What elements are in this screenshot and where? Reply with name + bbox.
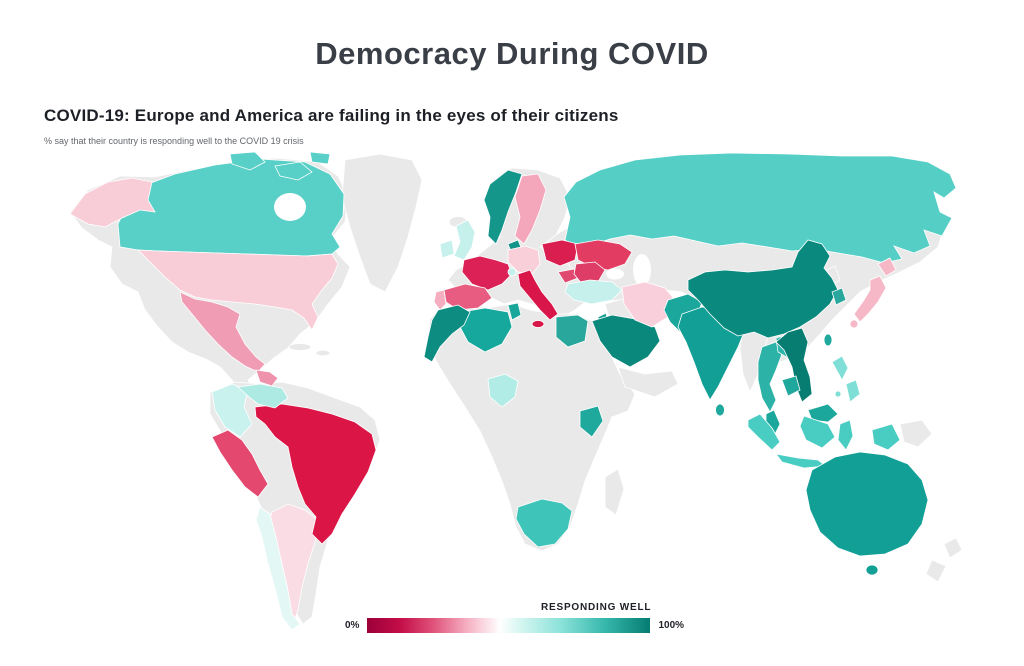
country-philippines-island[interactable] [834,390,842,398]
country-brazil[interactable] [254,403,377,545]
country-tunisia[interactable] [507,302,522,321]
country-ireland[interactable] [439,239,455,259]
world-choropleth-map [60,152,1020,652]
country-poland[interactable] [541,239,579,267]
country-egypt[interactable] [555,314,589,348]
country-peru[interactable] [211,429,269,498]
country-saudi-arabia[interactable] [591,314,661,368]
country-vietnam[interactable] [775,327,813,403]
country-australia[interactable] [805,451,929,557]
legend-max-label: 100% [658,620,685,631]
legend-title: RESPONDING WELL [541,602,652,613]
country-nigeria[interactable] [487,373,519,408]
country-taiwan[interactable] [823,333,833,347]
cuba-nodata [288,343,312,351]
greenland-nodata [341,153,423,293]
country-indonesia-sumatra[interactable] [747,413,781,451]
country-morocco[interactable] [423,304,471,363]
legend-scale: 0% 100% [345,618,705,633]
country-australia-tasmania[interactable] [865,564,879,576]
country-canada-arctic-islands[interactable] [229,152,331,181]
country-turkey[interactable] [564,279,623,305]
hispaniola-nodata [315,349,331,357]
country-chile[interactable] [255,506,301,631]
country-guatemala[interactable] [255,369,279,387]
country-japan-honshu[interactable] [853,275,887,323]
country-sri-lanka[interactable] [715,403,725,417]
country-usa-alaska[interactable] [69,177,156,228]
madagascar-nodata [604,468,625,516]
country-spain[interactable] [443,283,493,311]
country-kenya[interactable] [579,405,604,438]
country-philippines[interactable] [831,355,861,403]
black-sea [606,268,624,280]
world-map-svg [69,152,963,631]
legend-min-label: 0% [345,620,360,631]
chart-subheading: % say that their country is responding w… [44,136,304,146]
new-zealand-nodata [925,537,963,583]
chart-header: COVID-19: Europe and America are failing… [44,106,619,146]
country-italy-sicily[interactable] [531,320,545,328]
chart-heading: COVID-19: Europe and America are failing… [44,106,619,125]
country-south-africa[interactable] [515,498,573,548]
country-colombia[interactable] [211,383,253,438]
color-legend: RESPONDING WELL 0% 100% [345,602,705,633]
country-japan-kyushu[interactable] [849,319,859,329]
country-portugal[interactable] [433,289,447,311]
legend-gradient-bar [367,618,651,633]
country-united-kingdom[interactable] [453,219,476,261]
country-mexico[interactable] [179,291,266,373]
country-italy[interactable] [517,269,559,321]
country-france[interactable] [461,255,513,291]
country-venezuela[interactable] [237,383,289,409]
country-sweden[interactable] [514,173,547,245]
country-norway[interactable] [483,169,523,245]
country-japan-hokkaido[interactable] [877,257,897,277]
papua-new-guinea-nodata [899,419,933,448]
country-indonesia-borneo[interactable] [799,415,836,449]
country-algeria[interactable] [459,307,513,353]
yemen-oman-nodata [617,366,679,398]
country-germany[interactable] [507,245,541,275]
country-usa[interactable] [136,249,339,331]
africa-nodata [427,303,636,552]
hudson-bay [274,193,306,221]
caspian-sea [633,254,651,286]
country-cambodia[interactable] [781,375,801,397]
country-indonesia-papua[interactable] [871,423,901,451]
page-title: Democracy During COVID [315,36,709,71]
country-south-korea[interactable] [831,287,847,306]
country-indonesia-sulawesi[interactable] [837,419,854,451]
country-switzerland[interactable] [507,267,517,277]
country-russia[interactable] [563,152,957,264]
